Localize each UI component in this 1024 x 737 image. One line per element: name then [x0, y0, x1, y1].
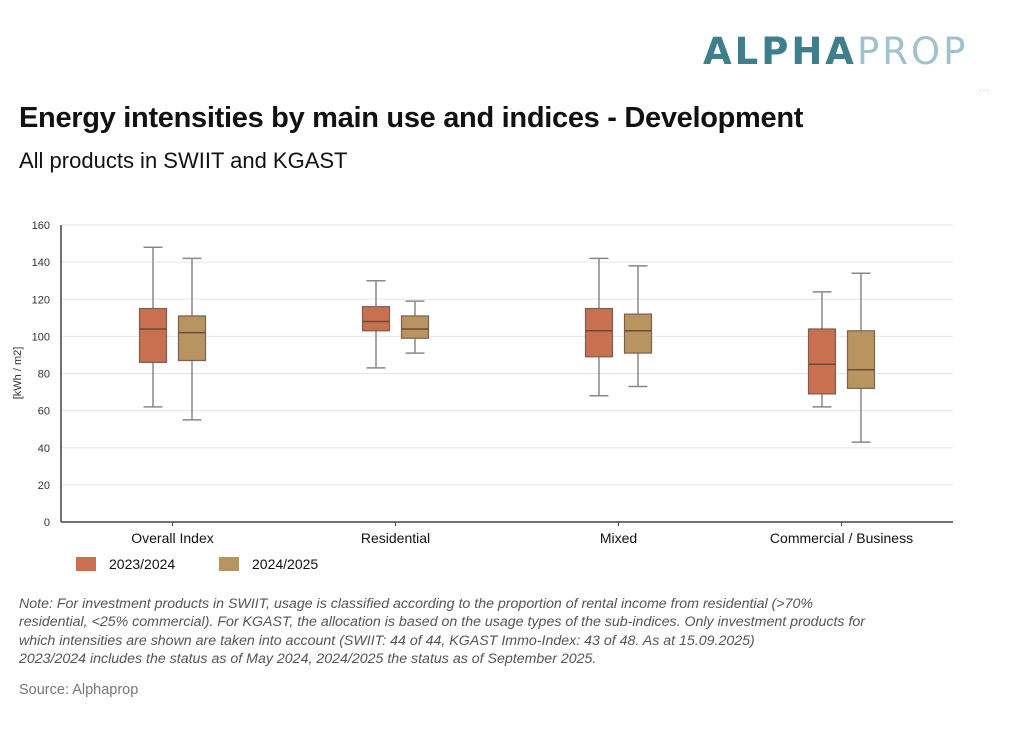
box-2023-2024-1: [361, 279, 391, 369]
y-tick-label: 0: [44, 517, 50, 529]
x-tick-label: Commercial / Business: [770, 530, 913, 546]
box-2024-2025-2: [623, 265, 653, 388]
y-tick-label: 40: [38, 443, 50, 455]
y-tick-label: 140: [32, 257, 50, 269]
box-2024-2025-0: [177, 257, 207, 421]
footnote-line: Note: For investment products in SWIIT, …: [19, 596, 813, 612]
y-tick-label: 120: [32, 294, 50, 306]
y-tick-label: 160: [32, 220, 50, 232]
legend: 2023/2024 2024/2025: [76, 556, 362, 572]
box-2024-2025-1: [400, 300, 430, 354]
y-axis-ticks: 0 20 40 60 80 100 120 140 160: [32, 220, 50, 529]
boxes: [138, 246, 876, 443]
axes: [60, 225, 953, 526]
footnote-line: which intensities are shown are taken in…: [19, 632, 755, 649]
footnote-line: 2023/2024 includes the status as of May …: [19, 650, 597, 667]
y-tick-label: 80: [38, 369, 50, 381]
logo-part-alpha: ALPHA: [703, 30, 857, 73]
x-axis-labels: Overall Index Residential Mixed Commercial …: [131, 530, 913, 546]
x-tick-label: Mixed: [600, 530, 637, 546]
box-2023-2024-3: [807, 291, 837, 408]
chart-subtitle: All products in SWIIT and KGAST: [19, 148, 348, 173]
box-iqr: [177, 315, 207, 362]
boxplot-chart: 0 20 40 60 80 100 120 140 160 [kWh / m2] Overall…: [12, 220, 953, 546]
box-iqr: [138, 307, 168, 363]
legend-swatch-2024-2025: [219, 557, 239, 571]
box-2024-2025-3: [846, 272, 876, 443]
logo-part-prop: PROP: [856, 30, 969, 73]
box-2023-2024-0: [138, 246, 168, 408]
footnote-line: residential, <25% commercial). For KGAST…: [19, 614, 866, 631]
legend-label: 2023/2024: [109, 556, 176, 572]
source-note: Source: Alphaprop: [19, 682, 139, 698]
x-tick-label: Residential: [361, 530, 430, 546]
alphaprop-logo: ALPHAPROP: [703, 33, 968, 70]
box-iqr: [846, 330, 876, 389]
legend-label: 2024/2025: [252, 556, 319, 572]
x-tick-label: Overall Index: [131, 530, 213, 546]
chart-title: Energy intensities by main use and indic…: [19, 102, 804, 134]
legend-item-2024-2025[interactable]: 2024/2025: [219, 556, 362, 572]
box-2023-2024-2: [584, 257, 614, 397]
y-tick-label: 20: [38, 480, 50, 492]
box-iqr: [584, 307, 614, 358]
y-tick-label: 60: [38, 406, 50, 418]
box-iqr: [807, 328, 837, 395]
y-tick-label: 100: [32, 331, 50, 343]
y-axis-label: [kWh / m2]: [12, 347, 24, 400]
footnote: Note: For investment products in SWIIT, …: [19, 595, 979, 668]
gridlines: [61, 224, 953, 486]
decorative-dots: ···: [979, 86, 990, 95]
box-iqr: [361, 306, 391, 332]
legend-item-2023-2024[interactable]: 2023/2024: [76, 556, 219, 572]
box-iqr: [623, 313, 653, 354]
box-iqr: [400, 315, 430, 339]
legend-swatch-2023-2024: [76, 557, 96, 571]
